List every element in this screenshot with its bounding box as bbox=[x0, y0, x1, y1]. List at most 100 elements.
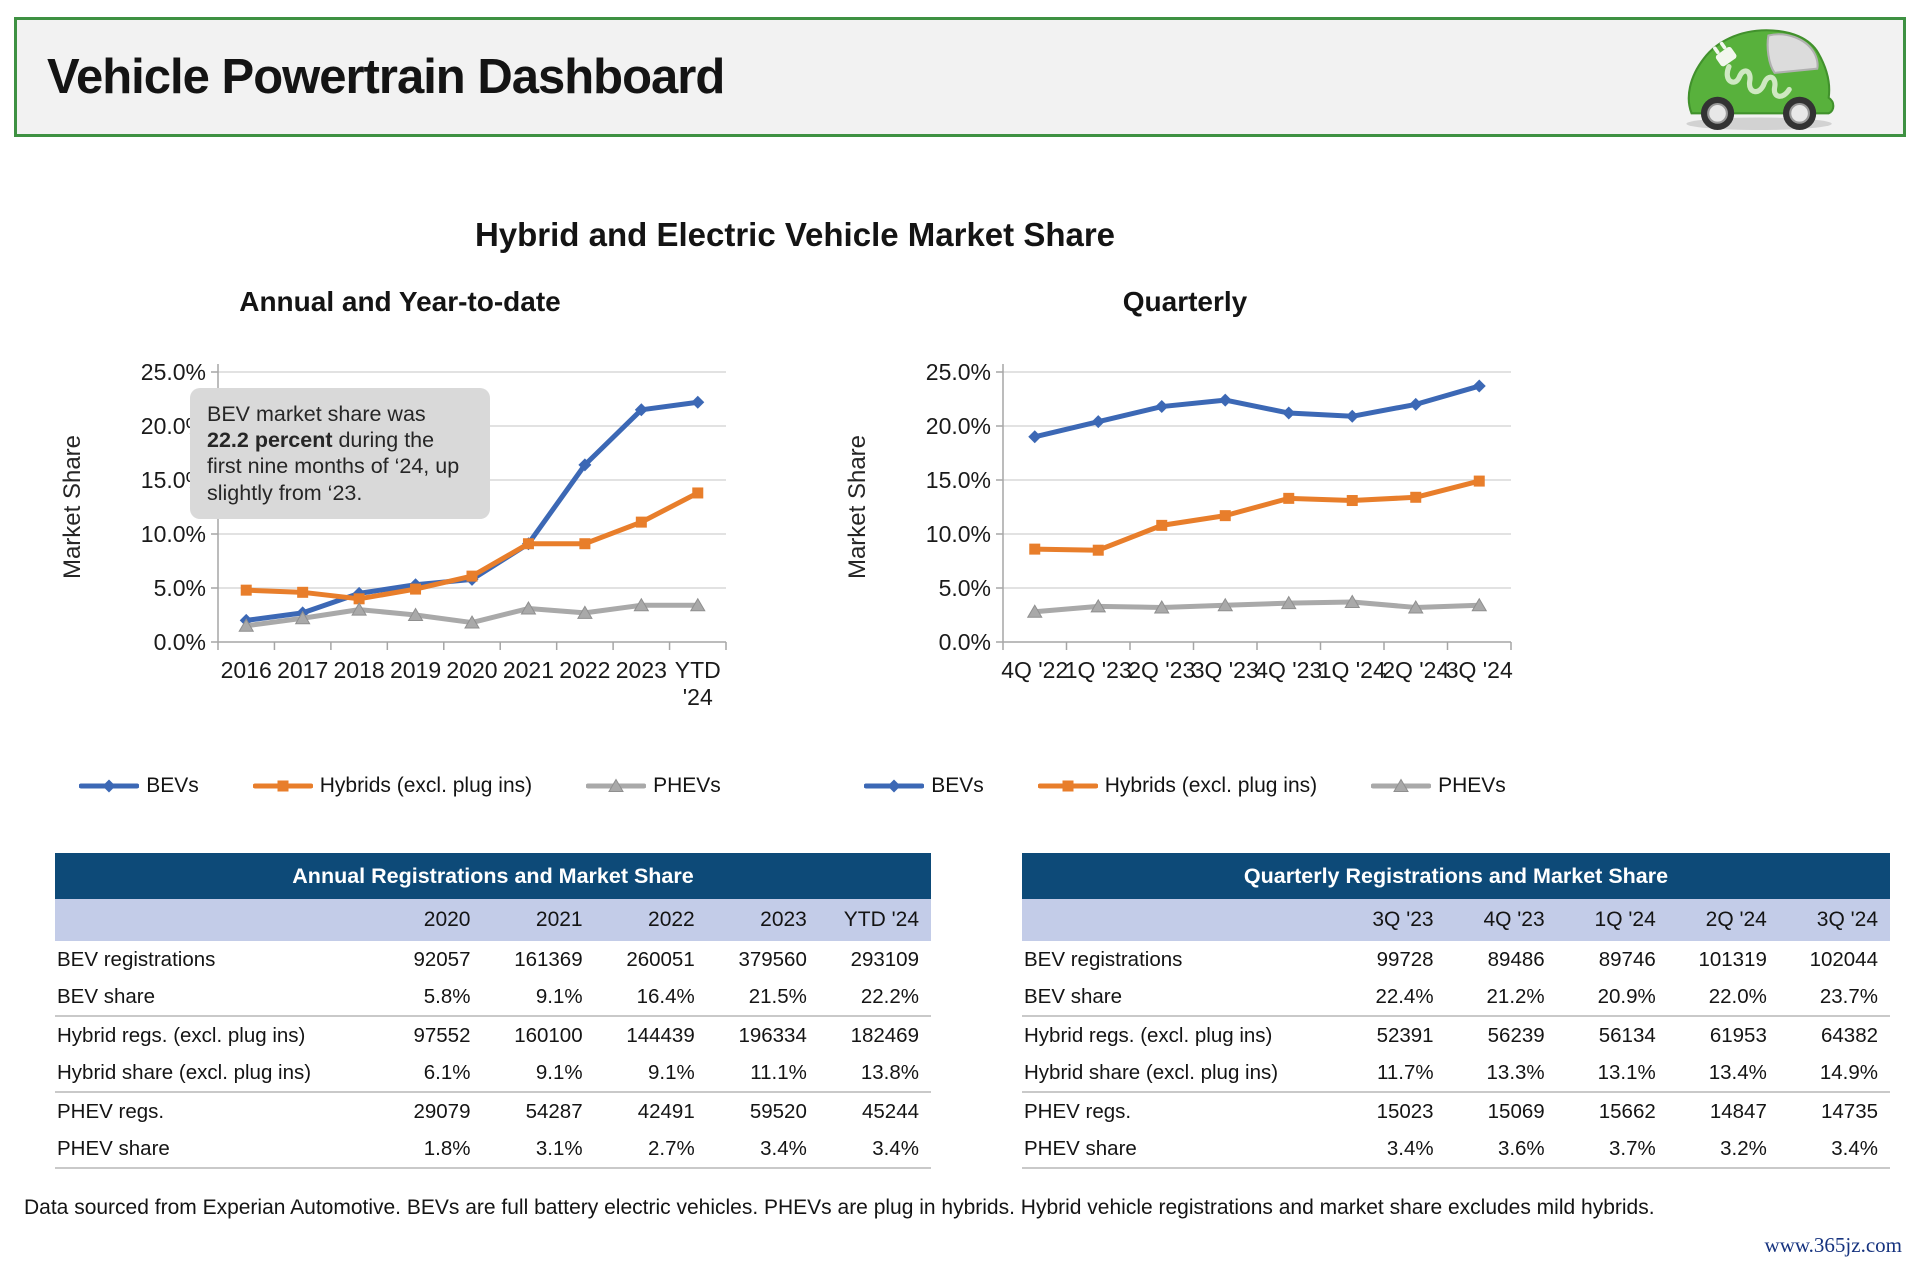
annotation-bold-text: 22.2 percent bbox=[207, 428, 333, 453]
svg-text:2023: 2023 bbox=[616, 657, 667, 683]
source-note: Data sourced from Experian Automotive. B… bbox=[24, 1196, 1655, 1219]
table-row: PHEV share 1.8% 3.1% 2.7% 3.4% 3.4% bbox=[55, 1130, 931, 1169]
row-label: BEV registrations bbox=[55, 941, 371, 978]
value-cell: 196334 bbox=[706, 1015, 819, 1054]
svg-text:20.0%: 20.0% bbox=[926, 413, 991, 439]
quarterly-chart-title: Quarterly bbox=[1122, 286, 1248, 317]
table-row: Hybrid share (excl. plug ins) 6.1% 9.1% 9.1… bbox=[55, 1054, 931, 1092]
table-row: PHEV regs. 15023 15069 15662 14847 14735 bbox=[1022, 1091, 1890, 1130]
value-cell: 16.4% bbox=[594, 978, 707, 1016]
svg-text:4Q '22: 4Q '22 bbox=[1001, 657, 1068, 683]
column-header-row: 3Q '23 4Q '23 1Q '24 2Q '24 3Q '24 bbox=[1022, 899, 1890, 941]
table-row: Hybrid regs. (excl. plug ins) 52391 56239 5… bbox=[1022, 1015, 1890, 1054]
legend-item: Hybrids (excl. plug ins) bbox=[1037, 774, 1318, 798]
value-cell: 182469 bbox=[818, 1015, 931, 1054]
row-label: BEV share bbox=[1022, 978, 1335, 1016]
column-header-row: 2020 2021 2022 2023 YTD '24 bbox=[55, 899, 931, 941]
value-cell: 61953 bbox=[1667, 1015, 1779, 1054]
table-title: Annual Registrations and Market Share bbox=[55, 853, 931, 899]
svg-text:25.0%: 25.0% bbox=[141, 359, 206, 385]
legend-label: Hybrids (excl. plug ins) bbox=[1104, 774, 1318, 797]
legend-item: PHEVs bbox=[586, 774, 721, 798]
value-cell: 3.4% bbox=[1334, 1130, 1446, 1169]
svg-text:3Q '23: 3Q '23 bbox=[1192, 657, 1259, 683]
value-cell: 21.5% bbox=[706, 978, 819, 1016]
value-cell: 3.1% bbox=[482, 1130, 595, 1169]
legend-label: BEVs bbox=[931, 774, 984, 797]
value-cell: 23.7% bbox=[1778, 978, 1890, 1016]
legend-item: BEVs bbox=[864, 774, 984, 798]
legend-item: Hybrids (excl. plug ins) bbox=[252, 774, 533, 798]
value-cell: 102044 bbox=[1778, 941, 1890, 978]
value-cell: 97552 bbox=[370, 1015, 483, 1054]
value-cell: 13.8% bbox=[818, 1054, 931, 1092]
table-row: Hybrid regs. (excl. plug ins) 97552 160100… bbox=[55, 1015, 931, 1054]
svg-text:3Q '24: 3Q '24 bbox=[1446, 657, 1513, 683]
svg-text:10.0%: 10.0% bbox=[926, 521, 991, 547]
table-row: Hybrid share (excl. plug ins) 11.7% 13.3% 1… bbox=[1022, 1054, 1890, 1092]
table-row: BEV share 5.8% 9.1% 16.4% 21.5% 22.2% bbox=[55, 978, 931, 1016]
empty-corner-cell bbox=[1022, 899, 1335, 941]
value-cell: 11.7% bbox=[1334, 1054, 1446, 1092]
value-cell: 22.0% bbox=[1667, 978, 1779, 1016]
svg-text:2Q '24: 2Q '24 bbox=[1382, 657, 1449, 683]
value-cell: 56239 bbox=[1445, 1015, 1557, 1054]
triangle-line-swatch-icon bbox=[1371, 778, 1432, 792]
svg-text:Market Share: Market Share bbox=[845, 435, 871, 579]
value-cell: 9.1% bbox=[594, 1054, 707, 1092]
svg-text:2019: 2019 bbox=[390, 657, 441, 683]
svg-text:5.0%: 5.0% bbox=[939, 575, 991, 601]
svg-text:2018: 2018 bbox=[334, 657, 385, 683]
diamond-line-swatch-icon bbox=[79, 779, 140, 793]
column-header: 3Q '24 bbox=[1778, 899, 1890, 941]
value-cell: 161369 bbox=[482, 941, 595, 978]
value-cell: 89486 bbox=[1445, 941, 1557, 978]
value-cell: 92057 bbox=[370, 941, 483, 978]
value-cell: 89746 bbox=[1556, 941, 1668, 978]
triangle-line-swatch-icon bbox=[586, 778, 647, 792]
svg-text:4Q '23: 4Q '23 bbox=[1255, 657, 1322, 683]
svg-text:5.0%: 5.0% bbox=[154, 575, 206, 601]
value-cell: 15662 bbox=[1556, 1091, 1668, 1130]
value-cell: 293109 bbox=[818, 941, 931, 978]
legend-label: BEVs bbox=[146, 774, 199, 797]
value-cell: 13.1% bbox=[1556, 1054, 1668, 1092]
row-label: Hybrid regs. (excl. plug ins) bbox=[1022, 1015, 1335, 1054]
value-cell: 9.1% bbox=[482, 978, 595, 1016]
column-header: 3Q '23 bbox=[1334, 899, 1446, 941]
annotation-text: BEV market share was bbox=[207, 402, 426, 426]
column-header: 1Q '24 bbox=[1556, 899, 1668, 941]
row-label: PHEV share bbox=[1022, 1130, 1335, 1169]
table-row: PHEV regs. 29079 54287 42491 59520 45244 bbox=[55, 1091, 931, 1130]
legend-label: Hybrids (excl. plug ins) bbox=[319, 774, 533, 797]
annual-chart-legend: BEVs Hybrids (excl. plug ins) PHEVs bbox=[60, 774, 740, 798]
table-title: Quarterly Registrations and Market Share bbox=[1022, 853, 1890, 899]
empty-corner-cell bbox=[55, 899, 371, 941]
table-row: BEV registrations 92057 161369 260051 379560… bbox=[55, 941, 931, 978]
value-cell: 101319 bbox=[1667, 941, 1779, 978]
annual-table: Annual Registrations and Market Share 20… bbox=[55, 853, 931, 1169]
table-row: PHEV share 3.4% 3.6% 3.7% 3.2% 3.4% bbox=[1022, 1130, 1890, 1169]
value-cell: 45244 bbox=[818, 1091, 931, 1130]
column-header: 2020 bbox=[370, 899, 483, 941]
value-cell: 59520 bbox=[706, 1091, 819, 1130]
row-label: Hybrid regs. (excl. plug ins) bbox=[55, 1015, 371, 1054]
svg-text:0.0%: 0.0% bbox=[939, 629, 991, 655]
value-cell: 379560 bbox=[706, 941, 819, 978]
value-cell: 14.9% bbox=[1778, 1054, 1890, 1092]
legend-label: PHEVs bbox=[1438, 774, 1506, 797]
bev-share-annotation: BEV market share was 22.2 percent during… bbox=[190, 388, 490, 519]
row-label: BEV share bbox=[55, 978, 371, 1016]
value-cell: 3.4% bbox=[1778, 1130, 1890, 1169]
svg-text:2022: 2022 bbox=[559, 657, 610, 683]
value-cell: 14847 bbox=[1667, 1091, 1779, 1130]
value-cell: 15023 bbox=[1334, 1091, 1446, 1130]
value-cell: 144439 bbox=[594, 1015, 707, 1054]
value-cell: 20.9% bbox=[1556, 978, 1668, 1016]
row-label: Hybrid share (excl. plug ins) bbox=[1022, 1054, 1335, 1092]
row-label: PHEV share bbox=[55, 1130, 371, 1169]
column-header: 2023 bbox=[706, 899, 819, 941]
square-line-swatch-icon bbox=[1037, 780, 1098, 792]
